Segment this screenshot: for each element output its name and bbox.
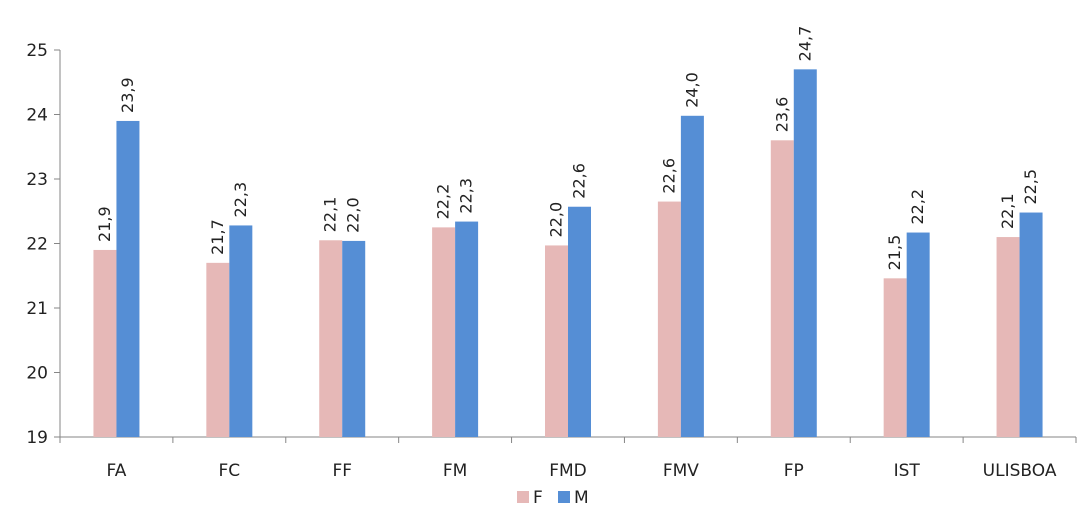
y-tick-label: 20 (26, 364, 48, 384)
data-label: 22,2 (908, 189, 927, 225)
data-label: 22,3 (457, 178, 476, 214)
data-label: 24,7 (795, 26, 814, 62)
y-tick-label: 22 (26, 235, 48, 255)
bar-m-ist (906, 232, 930, 437)
bar-f-ist (883, 278, 907, 437)
data-label: 21,9 (95, 206, 114, 242)
data-label: 21,5 (885, 235, 904, 271)
data-label: 24,0 (682, 72, 701, 108)
bar-f-ff (319, 240, 343, 437)
y-tick-label: 25 (26, 41, 48, 61)
bar-f-fmd (545, 245, 568, 437)
bar-m-fc (229, 225, 253, 437)
bar-f-fp (770, 140, 794, 438)
data-label: 22,5 (1021, 169, 1040, 205)
data-label: 23,9 (118, 77, 137, 113)
x-tick-label: FMV (663, 461, 699, 481)
data-label: 22,6 (570, 163, 589, 199)
bars (93, 69, 1043, 438)
legend-swatch-m (558, 491, 570, 503)
data-label: 22,2 (434, 184, 453, 220)
y-tick-label: 21 (26, 299, 48, 319)
y-tick-label: 19 (26, 428, 48, 448)
bar-m-ff (342, 240, 366, 437)
legend-label-m: M (574, 488, 589, 508)
x-tick-label: FC (219, 461, 241, 481)
bar-m-fmd (568, 206, 591, 437)
data-label: 22,0 (547, 202, 566, 238)
bar-m-fm (455, 221, 479, 437)
bar-m-ulisboa (1019, 212, 1043, 437)
x-tick-label: ULISBOA (983, 461, 1057, 481)
data-labels: 21,923,921,722,3 22,1 22,0 22,2 22,322,022,6… (95, 26, 1040, 271)
bar-f-fc (206, 262, 230, 437)
bar-f-fa (93, 249, 117, 437)
data-label: 21,7 (208, 219, 227, 255)
bar-f-fmv (657, 201, 681, 437)
data-label: 22,1 (998, 193, 1017, 229)
legend-label-f: F (533, 488, 543, 508)
x-tick-label: FA (107, 461, 127, 481)
data-label: 22,1 (321, 197, 340, 233)
y-tick-label: 24 (26, 106, 48, 126)
x-tick-label: FMD (549, 461, 587, 481)
data-label: 22,6 (659, 158, 678, 194)
x-tick-label: FM (443, 461, 467, 481)
x-tick-label: IST (894, 461, 921, 481)
bar-m-fa (116, 120, 140, 437)
bar-m-fp (793, 69, 817, 437)
bar-f-fm (432, 227, 456, 437)
data-label: 22,3 (231, 182, 250, 218)
y-tick-label: 23 (26, 170, 48, 190)
bar-f-ulisboa (996, 237, 1020, 437)
x-tick-label: FF (332, 461, 352, 481)
x-tick-label: FP (784, 461, 804, 481)
legend-swatch-f (517, 491, 529, 503)
bar-m-fmv (680, 115, 704, 437)
data-label: 23,6 (772, 97, 791, 133)
data-label: 22,0 (344, 197, 363, 233)
